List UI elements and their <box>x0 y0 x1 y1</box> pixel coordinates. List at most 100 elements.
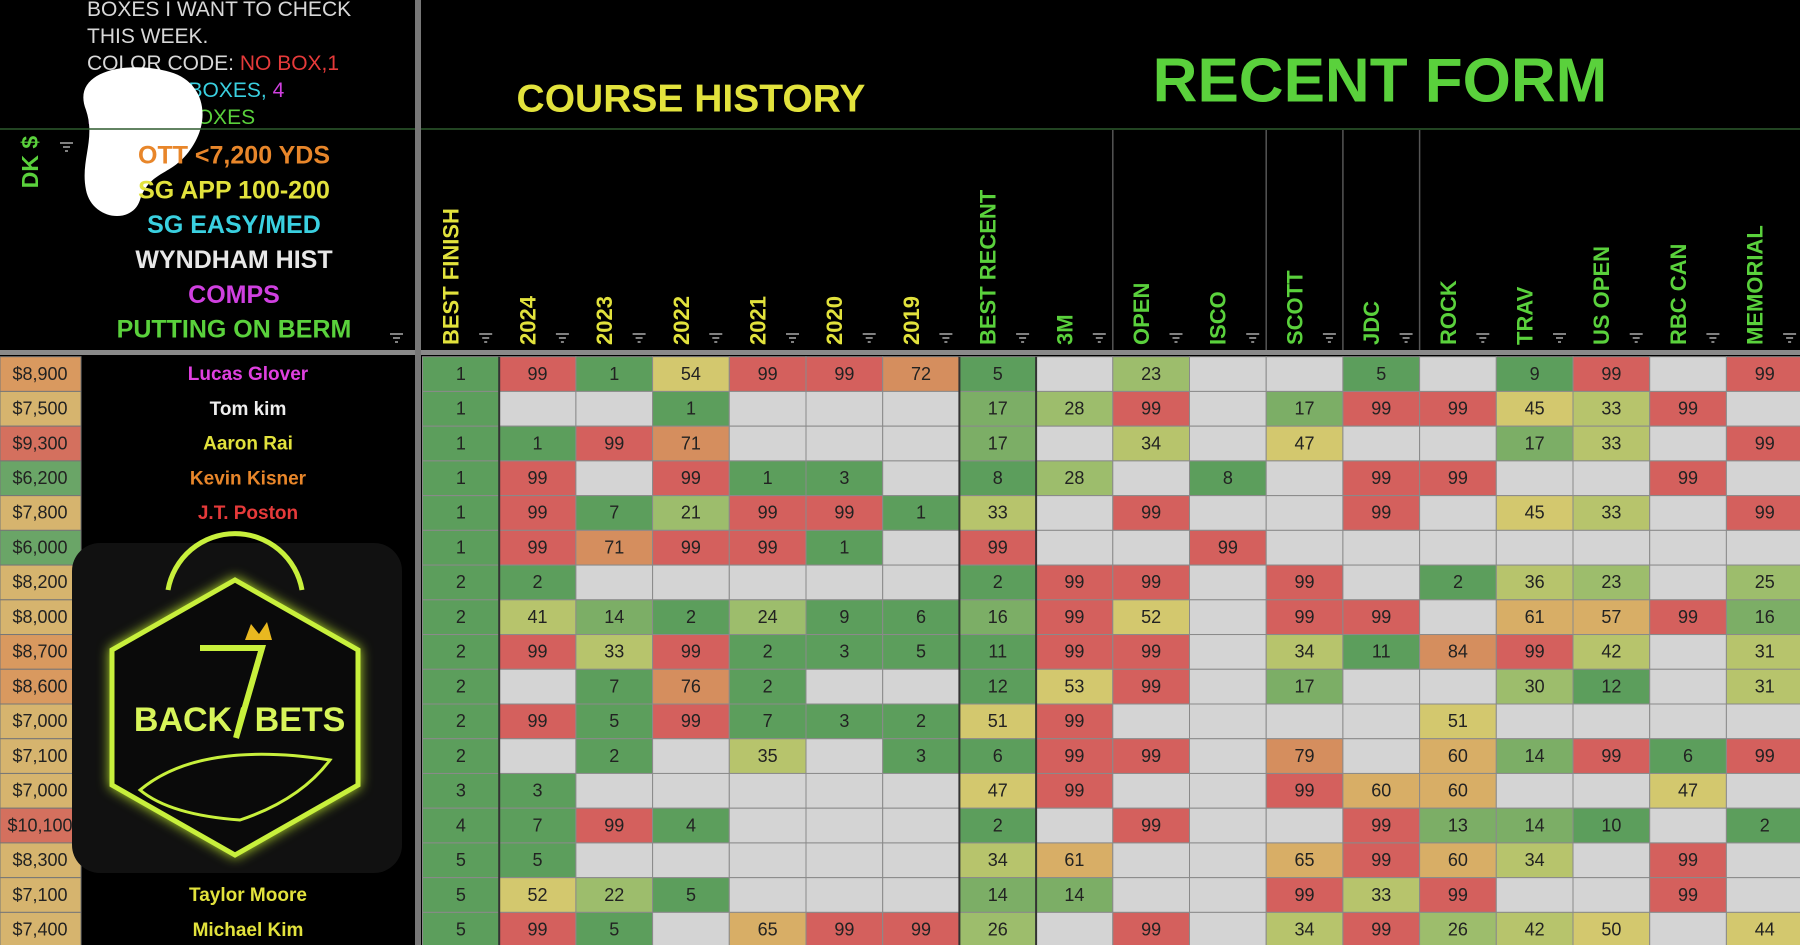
stat-value: 30 <box>1525 676 1545 696</box>
stat-value: 51 <box>1448 711 1468 731</box>
stat-value: 3 <box>839 642 849 662</box>
stat-value: 99 <box>1525 642 1545 662</box>
stat-value: 50 <box>1601 919 1621 939</box>
filter-icon <box>1016 333 1030 343</box>
stat-cell <box>652 772 730 809</box>
stat-cell <box>805 703 884 740</box>
stat-value: 34 <box>988 850 1008 870</box>
stat-cell <box>1649 529 1727 566</box>
stat-value: 99 <box>528 503 548 523</box>
stat-value: 99 <box>911 919 931 939</box>
column-header: 2019 <box>899 296 924 345</box>
stat-value: 17 <box>988 399 1008 419</box>
stat-value: 6 <box>1683 746 1693 766</box>
stat-cell <box>805 495 884 531</box>
stat-cell <box>958 495 1037 531</box>
stat-cell <box>882 495 960 531</box>
stat-cell <box>958 599 1037 636</box>
stat-value: 1 <box>763 468 773 488</box>
stat-value: 1 <box>839 537 849 557</box>
column-header: BEST RECENT <box>976 189 1001 345</box>
stat-cell <box>575 772 654 809</box>
filter-icon <box>390 333 403 343</box>
stat-cell <box>1572 842 1651 879</box>
dk-price: $9,300 <box>12 433 67 453</box>
note-line: THIS WEEK. <box>87 25 208 48</box>
stat-value: 5 <box>456 919 466 939</box>
stat-cell <box>1495 599 1574 636</box>
stat-value: 5 <box>456 885 466 905</box>
stat-cell <box>1035 564 1114 601</box>
stat-value: 34 <box>1295 642 1315 662</box>
stat-cell <box>805 390 884 427</box>
dk-price: $8,000 <box>12 607 67 627</box>
stat-value: 99 <box>681 468 701 488</box>
stat-value: 99 <box>834 919 854 939</box>
stat-cell <box>1649 877 1727 913</box>
stat-cell <box>422 390 500 427</box>
stat-cell <box>1725 877 1800 913</box>
dk-price: $8,200 <box>12 572 67 592</box>
stat-cell <box>1189 772 1267 809</box>
stat-cell <box>1649 495 1727 531</box>
stat-cell <box>1725 599 1800 636</box>
stat-value: 99 <box>988 537 1008 557</box>
stat-value: 3 <box>533 781 543 801</box>
stat-value: 5 <box>993 364 1003 384</box>
stat-value: 99 <box>1141 919 1161 939</box>
stat-cell <box>575 495 654 531</box>
stat-value: 17 <box>988 433 1008 453</box>
stat-cell <box>805 911 884 945</box>
stat-value: 99 <box>1755 364 1775 384</box>
stat-cell <box>1189 356 1267 392</box>
player-name: J.T. Poston <box>198 503 298 524</box>
stat-value: 99 <box>1601 364 1621 384</box>
player-name: Taylor Moore <box>189 885 307 906</box>
stat-value: 99 <box>681 642 701 662</box>
stat-cell <box>1495 529 1574 566</box>
stat-cell <box>1495 390 1574 427</box>
stat-value: 99 <box>834 503 854 523</box>
stat-value: 99 <box>1064 642 1084 662</box>
dk-price: $7,100 <box>12 746 67 766</box>
stat-value: 16 <box>988 607 1008 627</box>
stat-value: 47 <box>1678 781 1698 801</box>
stat-value: 65 <box>758 919 778 939</box>
stat-value: 2 <box>533 572 543 592</box>
stat-cell <box>1189 495 1267 531</box>
stat-value: 2 <box>456 746 466 766</box>
dk-price: $7,800 <box>12 503 67 523</box>
stat-value: 99 <box>1755 433 1775 453</box>
stat-cell <box>1572 425 1651 462</box>
stat-cell <box>1419 668 1497 705</box>
stat-value: 11 <box>988 642 1007 662</box>
stat-value: 33 <box>988 503 1008 523</box>
stat-cell <box>1112 842 1191 879</box>
stat-value: 99 <box>528 919 548 939</box>
stat-value: 33 <box>1601 503 1621 523</box>
stat-value: 8 <box>993 468 1003 488</box>
stat-cell <box>498 529 577 566</box>
stat-cell <box>1572 807 1651 844</box>
stat-cell <box>882 668 960 705</box>
stat-value: 22 <box>604 885 624 905</box>
stat-value: 4 <box>686 815 696 835</box>
stat-cell <box>882 599 960 636</box>
stat-value: 99 <box>1295 607 1315 627</box>
column-header: 2020 <box>822 296 847 345</box>
stat-cell <box>1572 390 1651 427</box>
stat-value: 99 <box>1295 572 1315 592</box>
stat-cell <box>1112 772 1191 809</box>
stat-value: 33 <box>1371 885 1391 905</box>
stat-cell <box>498 703 577 740</box>
stat-cell <box>1725 842 1800 879</box>
stat-cell <box>422 807 500 844</box>
stat-cell <box>1725 668 1800 705</box>
criteria-label: SG APP 100-200 <box>138 176 330 204</box>
stat-cell <box>728 772 807 809</box>
stat-cell <box>728 911 807 945</box>
stat-cell <box>882 460 960 497</box>
stat-cell <box>882 807 960 844</box>
stat-value: 71 <box>604 537 624 557</box>
dk-cell <box>0 738 82 774</box>
